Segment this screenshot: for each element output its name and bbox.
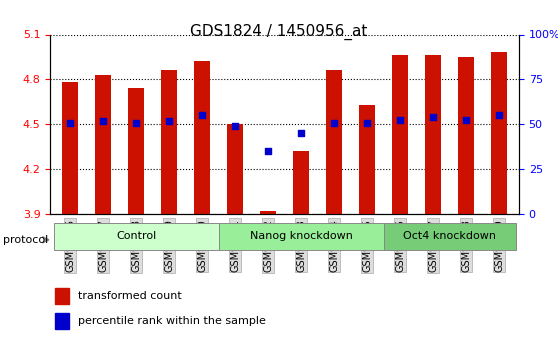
Point xyxy=(396,117,405,122)
Text: GDS1824 / 1450956_at: GDS1824 / 1450956_at xyxy=(190,24,368,40)
Bar xyxy=(55,288,69,304)
Bar xyxy=(392,56,408,214)
Bar xyxy=(359,105,376,214)
Point xyxy=(99,118,108,124)
Bar xyxy=(62,82,78,214)
Point xyxy=(165,118,174,124)
Point xyxy=(429,114,437,119)
Bar xyxy=(491,52,507,214)
Bar xyxy=(194,61,210,214)
Point xyxy=(495,112,504,118)
Bar xyxy=(161,70,177,214)
Bar xyxy=(326,70,343,214)
Point xyxy=(65,120,74,126)
Point xyxy=(297,130,306,136)
Bar xyxy=(425,56,441,214)
Point xyxy=(461,117,470,122)
FancyBboxPatch shape xyxy=(219,223,383,250)
Bar xyxy=(55,313,69,329)
Point xyxy=(132,120,141,126)
Text: transformed count: transformed count xyxy=(78,291,182,301)
Point xyxy=(230,123,239,128)
Bar xyxy=(260,211,276,214)
Text: Oct4 knockdown: Oct4 knockdown xyxy=(403,231,496,241)
Text: Nanog knockdown: Nanog knockdown xyxy=(249,231,353,241)
FancyBboxPatch shape xyxy=(54,223,219,250)
Bar xyxy=(293,151,309,214)
Bar xyxy=(227,124,243,214)
Point xyxy=(363,120,372,126)
Bar xyxy=(128,88,145,214)
Text: protocol: protocol xyxy=(3,235,48,245)
Bar xyxy=(458,57,474,214)
Text: percentile rank within the sample: percentile rank within the sample xyxy=(78,316,266,326)
Text: Control: Control xyxy=(116,231,156,241)
Point xyxy=(263,148,272,154)
Point xyxy=(330,120,339,126)
Point xyxy=(198,112,206,118)
FancyBboxPatch shape xyxy=(383,223,516,250)
Bar xyxy=(95,75,111,214)
